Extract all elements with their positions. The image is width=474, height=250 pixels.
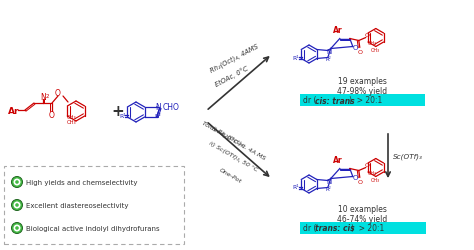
Text: N: N <box>326 48 331 54</box>
Text: 10 examples: 10 examples <box>337 205 386 214</box>
Text: CH₃: CH₃ <box>371 177 380 182</box>
Text: CH₃: CH₃ <box>67 120 77 124</box>
Text: +: + <box>111 104 124 119</box>
Text: Sc(OTf)₃: Sc(OTf)₃ <box>393 153 423 160</box>
Circle shape <box>13 202 20 209</box>
Text: Ar: Ar <box>333 156 343 164</box>
Text: R²: R² <box>154 114 161 119</box>
FancyBboxPatch shape <box>300 222 426 234</box>
Text: Ar: Ar <box>8 106 20 115</box>
Text: N: N <box>40 92 46 101</box>
Text: O: O <box>365 33 369 38</box>
Circle shape <box>11 222 22 234</box>
Text: One-Pot: One-Pot <box>218 166 242 183</box>
Text: R¹: R¹ <box>119 113 127 118</box>
Text: O: O <box>55 89 61 98</box>
Text: O: O <box>353 44 358 50</box>
Text: Rh₂(Oct)₄, 4AMS: Rh₂(Oct)₄, 4AMS <box>209 43 259 74</box>
Text: O: O <box>353 174 358 180</box>
Text: trans: cis: trans: cis <box>315 224 355 232</box>
Text: CH₃: CH₃ <box>371 47 380 52</box>
Text: dr (: dr ( <box>303 224 317 232</box>
Text: High yields and chemselectivity: High yields and chemselectivity <box>26 179 137 185</box>
Text: CH₃: CH₃ <box>66 114 76 119</box>
Circle shape <box>15 180 19 184</box>
Text: Ar: Ar <box>333 26 343 35</box>
Text: R²: R² <box>326 57 332 62</box>
Circle shape <box>13 179 20 186</box>
Text: 19 examples: 19 examples <box>337 77 386 86</box>
Text: Excellent diastereoselectivity: Excellent diastereoselectivity <box>26 202 128 208</box>
Circle shape <box>15 204 19 207</box>
Text: )  > 20:1: ) > 20:1 <box>349 96 382 105</box>
Text: 2: 2 <box>46 93 49 98</box>
FancyBboxPatch shape <box>300 94 425 106</box>
Text: Biological active indolyl dihydrofurans: Biological active indolyl dihydrofurans <box>26 225 160 231</box>
Text: O: O <box>357 50 362 55</box>
Text: R²: R² <box>326 186 332 191</box>
Circle shape <box>15 226 19 230</box>
Text: CH₃: CH₃ <box>367 41 376 46</box>
Text: ii) Sc(OTf)₃, 50 °C: ii) Sc(OTf)₃, 50 °C <box>208 140 258 172</box>
Text: EtOAc, 0°C: EtOAc, 0°C <box>214 64 250 88</box>
Text: dr (: dr ( <box>303 96 317 105</box>
FancyBboxPatch shape <box>4 166 184 244</box>
Text: O: O <box>49 110 55 119</box>
Text: N: N <box>326 178 331 184</box>
Text: 47-98% yield: 47-98% yield <box>337 87 387 96</box>
Circle shape <box>11 200 22 211</box>
Circle shape <box>11 177 22 188</box>
Text: R¹: R¹ <box>292 55 300 60</box>
Text: 46-74% yield: 46-74% yield <box>337 215 387 224</box>
Text: CH₃: CH₃ <box>367 170 376 175</box>
Text: R¹: R¹ <box>292 185 300 190</box>
Text: )  > 20:1: ) > 20:1 <box>351 224 384 232</box>
Text: Toluene, 0°C-r.t. 4A MS: Toluene, 0°C-r.t. 4A MS <box>201 120 266 160</box>
Text: O: O <box>365 162 369 167</box>
Text: cis: trans: cis: trans <box>315 96 355 105</box>
Circle shape <box>13 224 20 232</box>
Text: CHO: CHO <box>163 103 180 112</box>
Text: i) Rh₂(Oct)₄,: i) Rh₂(Oct)₄, <box>210 126 246 148</box>
Text: N: N <box>155 103 161 112</box>
Text: O: O <box>357 179 362 184</box>
